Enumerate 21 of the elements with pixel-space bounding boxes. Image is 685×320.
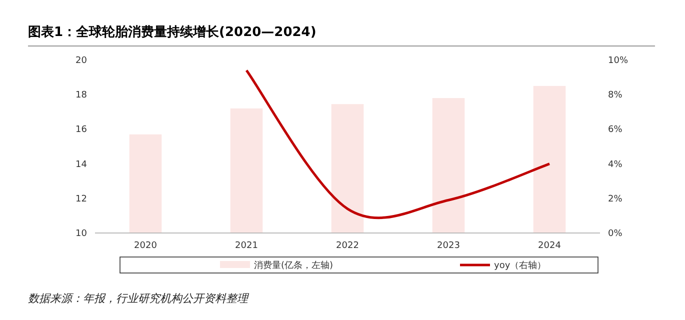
x-tick-label: 2023 [437, 241, 460, 251]
y2-tick-label: 4% [608, 160, 623, 170]
y-tick-label: 10 [76, 229, 88, 239]
y-tick-label: 20 [76, 56, 88, 66]
legend-label: 消费量(亿条，左轴) [254, 260, 334, 271]
x-tick-label: 2020 [134, 241, 158, 251]
source-note: 数据来源：年报，行业研究机构公开资料整理 [28, 292, 250, 305]
y2-tick-label: 10% [608, 56, 628, 66]
y-tick-label: 18 [76, 90, 88, 101]
x-tick-label: 2022 [336, 241, 359, 251]
y-tick-label: 16 [76, 125, 88, 136]
y2-tick-label: 8% [608, 90, 623, 101]
y-tick-label: 14 [76, 160, 88, 170]
x-tick-label: 2024 [538, 241, 562, 251]
y-tick-label: 12 [76, 194, 87, 204]
x-tick-label: 2021 [235, 241, 258, 251]
legend-label: yoy（右轴） [494, 260, 546, 271]
y2-tick-label: 2% [608, 194, 623, 204]
y2-tick-label: 6% [608, 125, 623, 136]
y2-tick-label: 0% [608, 229, 623, 239]
chart-title: 图表1：全球轮胎消费量持续增长(2020—2024) [28, 24, 316, 40]
